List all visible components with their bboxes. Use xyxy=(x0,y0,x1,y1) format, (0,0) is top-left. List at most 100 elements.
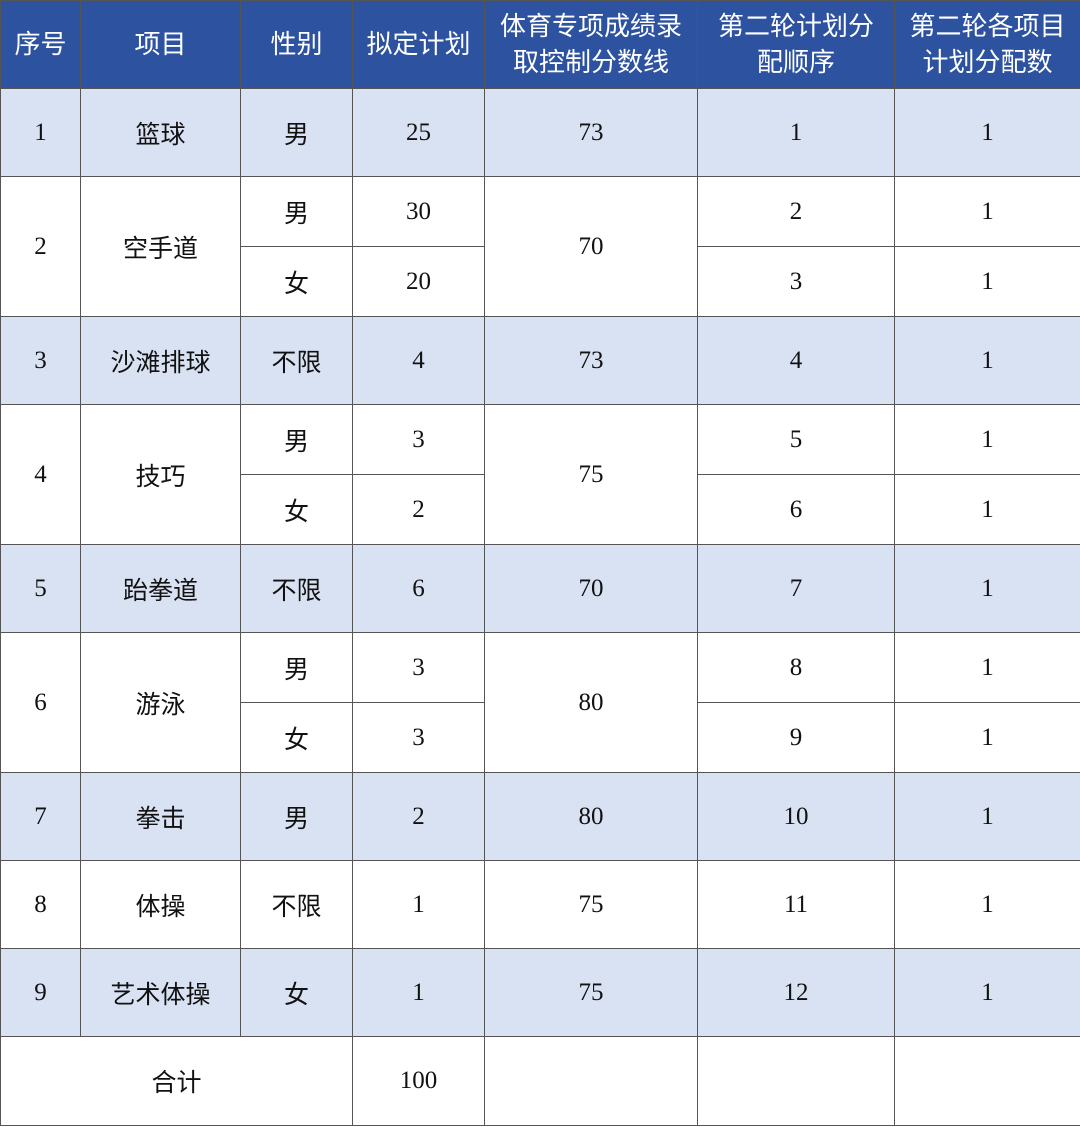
row-plan: 6 xyxy=(352,544,485,633)
total-row: 合计 100 xyxy=(0,1036,1080,1126)
row-second-round-count: 1 xyxy=(894,544,1080,633)
row-plan: 1 xyxy=(352,860,485,949)
row-second-round-count: 1 xyxy=(894,860,1080,949)
header-row: 序号 项目 性别 拟定计划 体育专项成绩录取控制分数线 第二轮计划分配顺序 第二… xyxy=(0,0,1080,89)
row-plan: 30 xyxy=(352,176,485,247)
table-row: 3 沙滩排球 不限 4 73 4 1 xyxy=(0,316,1080,405)
row-score-line: 73 xyxy=(484,88,698,177)
row-item: 技巧 xyxy=(80,404,241,545)
row-gender: 女 xyxy=(240,702,353,773)
row-second-round-order: 7 xyxy=(697,544,895,633)
row-item: 篮球 xyxy=(80,88,241,177)
row-no: 7 xyxy=(0,772,81,861)
row-second-round-count: 1 xyxy=(894,404,1080,475)
total-label: 合计 xyxy=(0,1036,353,1126)
row-second-round-count: 1 xyxy=(894,772,1080,861)
row-item: 体操 xyxy=(80,860,241,949)
row-no: 2 xyxy=(0,176,81,317)
table-row: 2 空手道男 30 70 2 1 xyxy=(0,176,1080,317)
row-plan: 3 xyxy=(352,702,485,773)
row-second-round-count: 1 xyxy=(894,176,1080,247)
row-second-round-order: 10 xyxy=(697,772,895,861)
total-empty xyxy=(484,1036,698,1126)
row-gender: 男 xyxy=(240,404,353,475)
row-second-round-count: 1 xyxy=(894,948,1080,1037)
row-no: 3 xyxy=(0,316,81,405)
row-plan: 3 xyxy=(352,632,485,703)
total-empty xyxy=(894,1036,1080,1126)
table-row: 8 体操 不限 1 75 11 1 xyxy=(0,860,1080,949)
row-second-round-order: 2 xyxy=(697,176,895,247)
row-second-round-order: 1 xyxy=(697,88,895,177)
header-plan: 拟定计划 xyxy=(352,0,485,89)
row-second-round-order: 6 xyxy=(697,474,895,545)
row-second-round-order: 3 xyxy=(697,246,895,317)
table-row: 7 拳击男 2 80 10 1 xyxy=(0,772,1080,861)
table-row: 女 20 3 1 xyxy=(1,246,1080,317)
row-second-round-count: 1 xyxy=(894,88,1080,177)
row-second-round-order: 9 xyxy=(697,702,895,773)
table-row: 9 艺术体操女 1 75 12 1 xyxy=(0,948,1080,1037)
row-score-line: 75 xyxy=(484,948,698,1037)
row-plan: 2 xyxy=(352,772,485,861)
row-no: 6 xyxy=(0,632,81,773)
row-plan: 20 xyxy=(352,246,485,317)
row-score-line: 75 xyxy=(484,860,698,949)
header-item: 项目 xyxy=(80,0,241,89)
row-no: 8 xyxy=(0,860,81,949)
row-item: 艺术体操 xyxy=(80,948,241,1037)
total-empty xyxy=(697,1036,895,1126)
row-score-line: 75 xyxy=(484,404,698,545)
row-second-round-order: 11 xyxy=(697,860,895,949)
table-row: 1 篮球男 25 73 1 1 xyxy=(0,88,1080,177)
row-second-round-order: 5 xyxy=(697,404,895,475)
row-second-round-order: 4 xyxy=(697,316,895,405)
row-second-round-count: 1 xyxy=(894,702,1080,773)
row-score-line: 80 xyxy=(484,772,698,861)
row-gender: 男 xyxy=(240,772,353,861)
row-item: 跆拳道 xyxy=(80,544,241,633)
table-row: 5 跆拳道 不限 6 70 7 1 xyxy=(0,544,1080,633)
row-gender: 女 xyxy=(240,246,353,317)
row-item: 空手道 xyxy=(80,176,241,317)
row-score-line: 70 xyxy=(484,176,698,317)
row-plan: 2 xyxy=(352,474,485,545)
row-score-line: 70 xyxy=(484,544,698,633)
row-plan: 3 xyxy=(352,404,485,475)
header-gender: 性别 xyxy=(240,0,353,89)
row-gender: 男 xyxy=(240,176,353,247)
row-plan: 25 xyxy=(352,88,485,177)
row-gender: 女 xyxy=(240,948,353,1037)
table-row: 4 技巧男 3 75 5 1 xyxy=(0,404,1080,545)
row-score-line: 80 xyxy=(484,632,698,773)
table-row: 6 游泳男 3 80 8 1 xyxy=(0,632,1080,773)
header-second-round-order: 第二轮计划分配顺序 xyxy=(697,0,895,89)
row-item: 游泳 xyxy=(80,632,241,773)
row-second-round-count: 1 xyxy=(894,474,1080,545)
header-no: 序号 xyxy=(0,0,81,89)
total-plan: 100 xyxy=(352,1036,485,1126)
row-score-line: 73 xyxy=(484,316,698,405)
row-gender: 不限 xyxy=(240,544,353,633)
row-plan: 4 xyxy=(352,316,485,405)
row-no: 9 xyxy=(0,948,81,1037)
row-second-round-count: 1 xyxy=(894,316,1080,405)
row-item: 沙滩排球 xyxy=(80,316,241,405)
row-plan: 1 xyxy=(352,948,485,1037)
row-gender: 不限 xyxy=(240,316,353,405)
row-item: 拳击 xyxy=(80,772,241,861)
row-gender: 男 xyxy=(240,88,353,177)
row-second-round-order: 12 xyxy=(697,948,895,1037)
row-no: 5 xyxy=(0,544,81,633)
row-second-round-count: 1 xyxy=(894,246,1080,317)
row-second-round-count: 1 xyxy=(894,632,1080,703)
row-second-round-order: 8 xyxy=(697,632,895,703)
row-gender: 不限 xyxy=(240,860,353,949)
row-gender: 男 xyxy=(240,632,353,703)
row-no: 4 xyxy=(0,404,81,545)
header-score-line: 体育专项成绩录取控制分数线 xyxy=(484,0,698,89)
row-gender: 女 xyxy=(240,474,353,545)
row-no: 1 xyxy=(0,88,81,177)
header-second-round-count: 第二轮各项目计划分配数 xyxy=(894,0,1080,89)
